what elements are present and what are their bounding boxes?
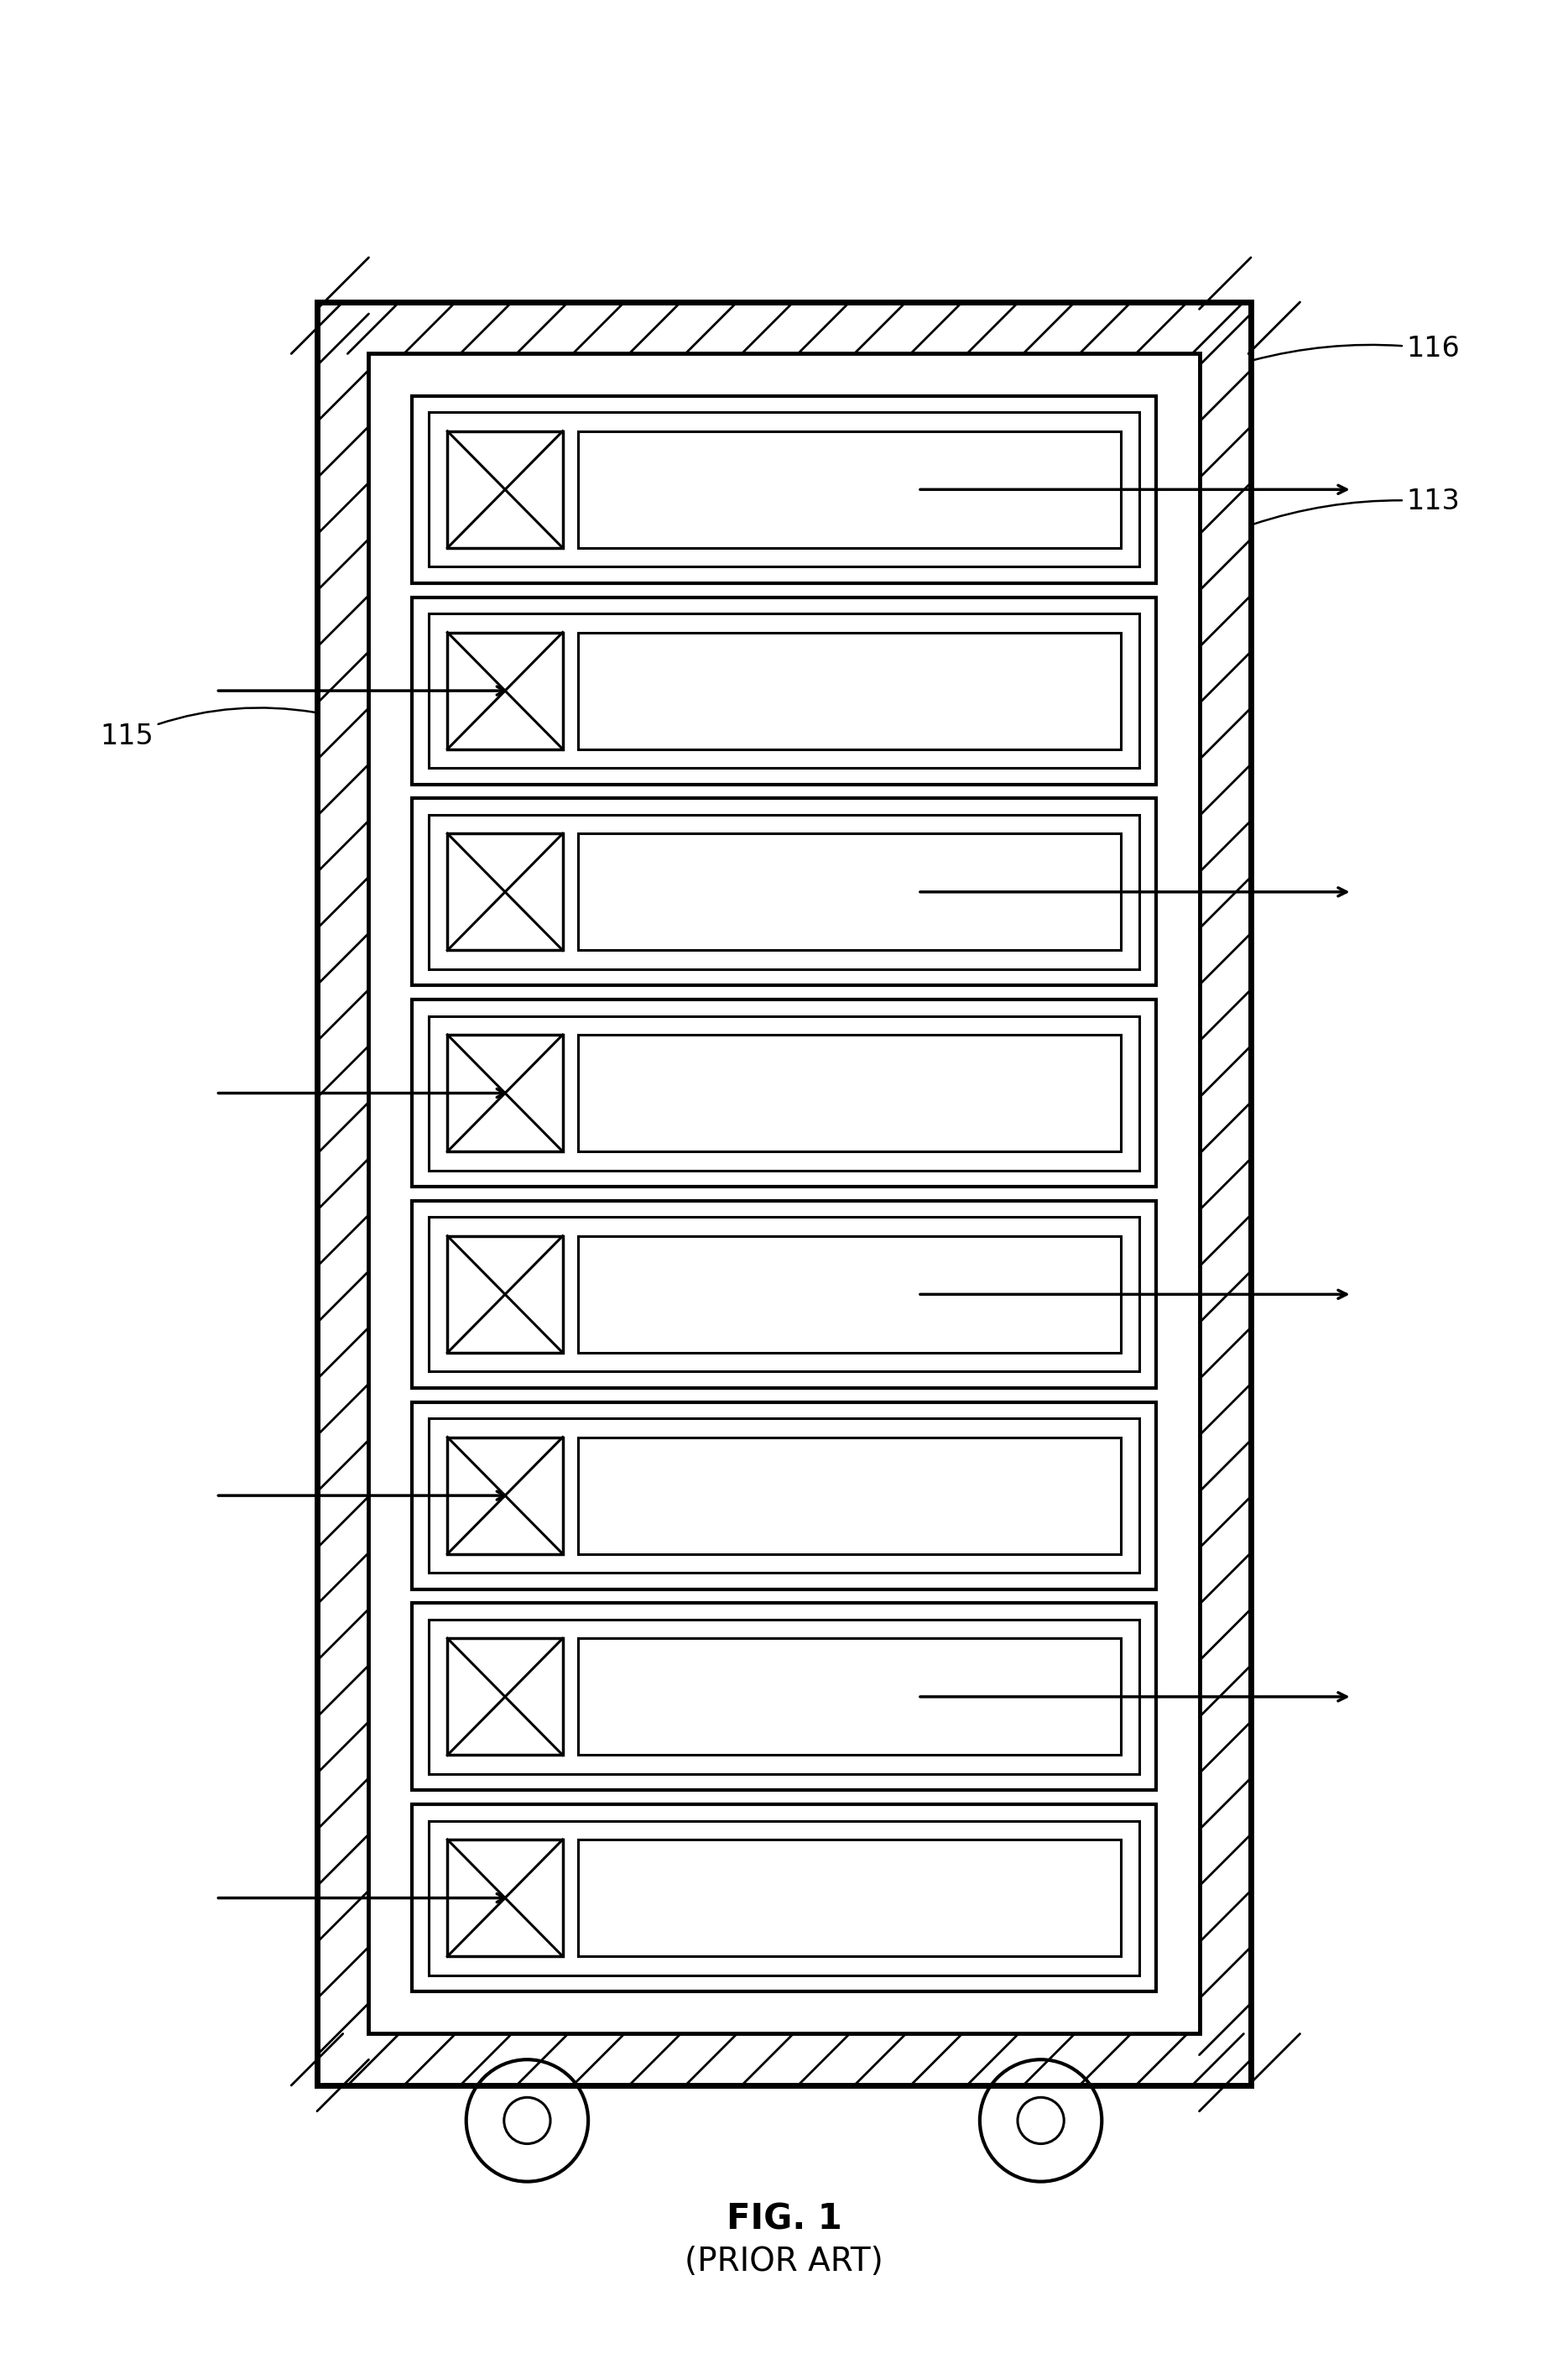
Text: 113: 113: [1253, 487, 1460, 525]
Bar: [577, 430, 1121, 548]
Text: FIG. 1: FIG. 1: [726, 2201, 842, 2236]
Bar: [428, 1418, 1140, 1572]
Bar: [447, 631, 563, 749]
Bar: [428, 1619, 1140, 1773]
Bar: [412, 395, 1156, 584]
Text: (PRIOR ART): (PRIOR ART): [685, 2246, 883, 2277]
Text: 116: 116: [1253, 336, 1460, 362]
Bar: [428, 615, 1140, 768]
Bar: [447, 430, 563, 548]
Bar: [577, 834, 1121, 950]
Bar: [412, 1402, 1156, 1589]
Bar: [428, 816, 1140, 969]
Bar: [577, 1839, 1121, 1957]
Bar: [577, 631, 1121, 749]
Bar: [317, 303, 1251, 2085]
Bar: [577, 1638, 1121, 1754]
Bar: [577, 1437, 1121, 1553]
Bar: [428, 411, 1140, 567]
Bar: [428, 1820, 1140, 1974]
Bar: [447, 834, 563, 950]
Bar: [412, 799, 1156, 986]
Bar: [447, 1236, 563, 1352]
Bar: [412, 1603, 1156, 1790]
Bar: [368, 355, 1200, 2033]
Text: 115: 115: [100, 707, 315, 749]
Bar: [447, 1638, 563, 1754]
Bar: [447, 1839, 563, 1957]
Bar: [447, 1437, 563, 1553]
Bar: [447, 1035, 563, 1151]
Bar: [577, 1035, 1121, 1151]
Bar: [412, 598, 1156, 785]
Bar: [412, 1201, 1156, 1388]
Bar: [412, 1000, 1156, 1187]
Bar: [412, 1804, 1156, 1990]
Bar: [428, 1217, 1140, 1371]
Bar: [577, 1236, 1121, 1352]
Bar: [428, 1017, 1140, 1170]
